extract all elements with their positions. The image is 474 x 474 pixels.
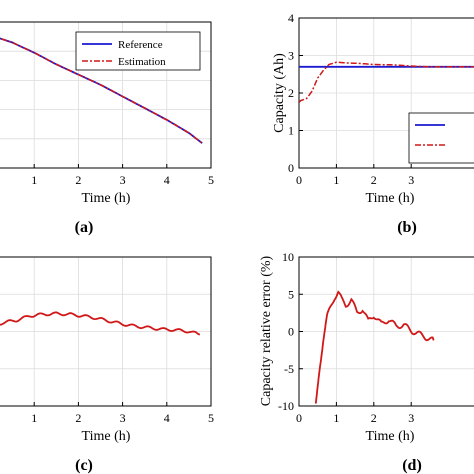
panel-a-frame — [0, 21, 212, 169]
panel-c-xtick-label: 1 — [31, 411, 37, 425]
panel-a-legend-label: Estimation — [118, 56, 166, 68]
panel-a-tag: (a) — [75, 219, 94, 236]
panel-d-ylabel: Capacity relative error (%) — [259, 255, 274, 406]
panel-a-xtick-label: 5 — [208, 173, 214, 187]
panel-d-ytick-label: 10 — [282, 250, 294, 264]
panel-c-frame — [0, 256, 212, 407]
panel-b-ytick-label: 0 — [288, 161, 294, 175]
panel-a-xtick-label: 1 — [31, 173, 37, 187]
panel-c-axes: 1 2 3 4 5 Time (h) — [0, 256, 214, 444]
panel-b-ytick-label: 2 — [288, 86, 294, 100]
panel-d-axes: 0 1 2 3 -10 -5 0 5 10 Time (h) Capacity relative e… — [259, 250, 474, 444]
panel-b-tag: (b) — [397, 219, 417, 236]
panel-b-xtick-label: 0 — [296, 173, 302, 187]
panel-d-ytick-label: 0 — [288, 325, 294, 339]
panel-b-ytick-label: 4 — [288, 11, 294, 25]
panel-c-series-0-line — [0, 311, 201, 336]
panel-b-ytick-label: 3 — [288, 49, 294, 63]
panel-a-xtick-label: 4 — [164, 173, 170, 187]
panel-d-tag: (d) — [402, 457, 422, 474]
panel-c-xtick-label: 4 — [164, 411, 170, 425]
panel-c-xtick-label: 5 — [208, 411, 214, 425]
panel-c-xtick-label: 3 — [120, 411, 126, 425]
panel-a-xtick-label: 3 — [120, 173, 126, 187]
panel-d-xtick-label: 2 — [371, 411, 377, 425]
panel-d-xtick-label: 1 — [333, 411, 339, 425]
panel-d-series-0-line — [314, 290, 435, 404]
panel-a-series-1-line — [0, 37, 203, 144]
panel-d-ytick-label: -5 — [284, 362, 294, 376]
panel-a-legend-box — [75, 31, 201, 71]
panel-d-xlabel: Time (h) — [366, 429, 415, 444]
panel-a-legend-label: Reference — [118, 39, 163, 51]
panel-c-tag: (c) — [75, 457, 93, 474]
panel-a-axes: 1 2 3 4 5 Time (h) Reference Estimation — [0, 21, 214, 206]
panel-b-xtick-label: 1 — [333, 173, 339, 187]
panel-b-series-1-line — [299, 61, 474, 103]
panel-a-xtick-label: 2 — [75, 173, 81, 187]
panel-b-axes: 0 1 2 3 0 1 2 3 4 Time (h) Capacity (Ah) — [272, 11, 474, 206]
panel-b-xtick-label: 3 — [408, 173, 414, 187]
panel-b-ytick-label: 1 — [288, 124, 294, 138]
panel-b-ylabel: Capacity (Ah) — [272, 53, 287, 133]
panel-d-ytick-label: 5 — [288, 287, 294, 301]
panel-b-xtick-label: 2 — [371, 173, 377, 187]
panel-d-xtick-label: 0 — [296, 411, 302, 425]
panel-a-xlabel: Time (h) — [82, 191, 131, 206]
panel-d-ytick-label: -10 — [278, 399, 294, 413]
panel-b-xlabel: Time (h) — [366, 191, 415, 206]
panel-c-xlabel: Time (h) — [82, 429, 131, 444]
panel-d-xtick-label: 3 — [408, 411, 414, 425]
panel-c-xtick-label: 2 — [75, 411, 81, 425]
panel-b-legend-box — [408, 112, 474, 164]
